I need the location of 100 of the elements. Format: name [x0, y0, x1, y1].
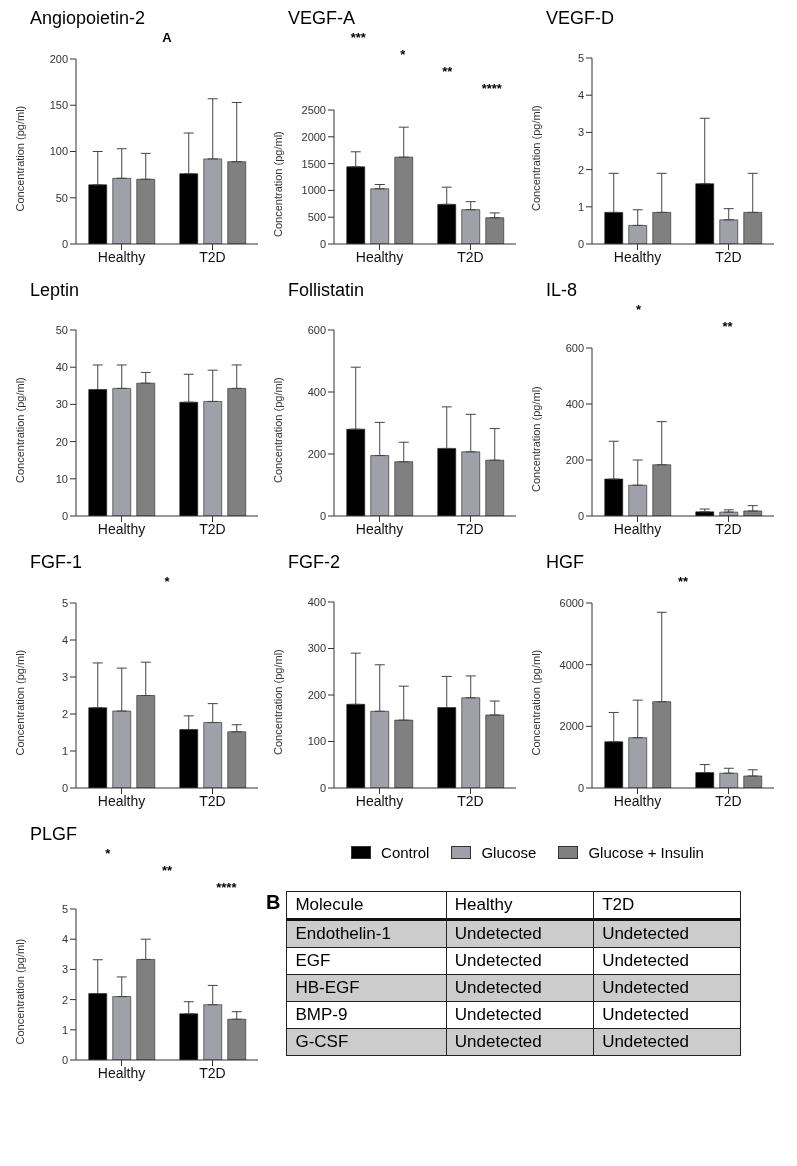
legend-label: Control [381, 844, 430, 861]
y-tick-label: 2000 [559, 720, 584, 733]
y-tick-label: 30 [55, 398, 68, 411]
x-tick-label: Healthy [355, 792, 404, 809]
text: * [635, 302, 642, 317]
y-tick-label: 0 [577, 781, 584, 794]
y-axis-title: Concentration (pg/ml) [13, 105, 26, 212]
y-tick-label: 200 [565, 453, 584, 466]
text: Molecule [286, 891, 447, 920]
text: *** [350, 30, 366, 45]
text: Undetected [602, 924, 690, 943]
x-tick-label: Healthy [355, 520, 404, 537]
chart-title: HGF [545, 552, 584, 573]
text: * [105, 846, 111, 861]
chart-title: FGF-2 [287, 552, 340, 573]
y-tick-label: 2 [61, 993, 68, 1006]
x-tick-label: T2D [199, 248, 226, 265]
text: ** [722, 319, 733, 334]
y-tick-label: 300 [307, 642, 326, 655]
y-tick-label: 400 [307, 595, 326, 608]
y-tick-label: 3 [61, 963, 68, 976]
x-tick-label: Healthy [613, 248, 662, 265]
y-axis-title: Concentration (pg/ml) [271, 649, 284, 755]
y-axis-title: Concentration (pg/ml) [13, 649, 26, 756]
x-tick-label: Healthy [97, 520, 146, 537]
category-label: T2D [593, 891, 741, 920]
chart-title: PLGF [29, 824, 78, 845]
y-axis-title: Concentration (pg/ml) [271, 377, 284, 483]
y-tick-label: 1500 [301, 157, 326, 170]
y-tick-label: 4 [577, 89, 584, 102]
y-tick-label: 2500 [301, 103, 326, 116]
y-tick-label: 1 [61, 1023, 68, 1036]
y-tick-label: 5 [61, 902, 68, 915]
y-tick-label: 1000 [301, 184, 326, 197]
text: ** [442, 64, 453, 79]
chart-title: Follistatin [287, 280, 365, 301]
y-axis-title: Concentration (pg/ml) [529, 386, 542, 492]
y-tick-label: 6000 [559, 596, 584, 609]
y-tick-label: 40 [55, 361, 68, 374]
category-label: HB-EGF [295, 978, 360, 997]
x-tick-label: Healthy [613, 792, 662, 809]
y-tick-label: 2000 [301, 130, 326, 143]
category-label: BMP-9 [295, 1005, 348, 1024]
category-label: EGF [295, 951, 331, 970]
y-tick-label: 600 [307, 323, 326, 336]
y-tick-label: 0 [61, 1053, 68, 1066]
y-tick-label: 1 [61, 744, 68, 757]
text: * [164, 574, 170, 589]
y-axis-title: Concentration (pg/ml) [529, 649, 542, 756]
x-tick-label: T2D [715, 792, 742, 809]
text: Undetected [454, 951, 542, 970]
chart-title: Angiopoietin-2 [29, 8, 146, 29]
y-tick-label: 0 [319, 509, 326, 522]
x-tick-label: T2D [457, 248, 484, 265]
y-axis-title: Concentration (pg/ml) [13, 938, 26, 1045]
y-tick-label: 4 [61, 633, 68, 646]
text: Undetected [454, 1032, 542, 1051]
text: **** [216, 880, 237, 895]
y-tick-label: 1 [577, 200, 584, 213]
y-axis-title: Concentration (pg/ml) [529, 105, 542, 211]
x-tick-label: T2D [199, 792, 226, 809]
y-tick-label: 0 [319, 237, 326, 250]
y-axis-title: Concentration (pg/ml) [13, 377, 26, 483]
y-tick-label: 4 [61, 933, 68, 946]
y-tick-label: 600 [565, 341, 584, 354]
text: Undetected [602, 1005, 690, 1024]
text: **** [481, 81, 502, 96]
y-tick-label: 500 [307, 211, 326, 224]
text: A [162, 30, 172, 45]
text: Undetected [454, 1005, 542, 1024]
y-tick-label: 0 [61, 509, 68, 522]
text: Undetected [454, 978, 542, 997]
y-tick-label: 2 [577, 163, 584, 176]
text: Undetected [602, 951, 690, 970]
chart-title: Leptin [29, 280, 80, 301]
chart-title: VEGF-A [287, 8, 356, 29]
y-tick-label: 3 [61, 670, 68, 683]
y-tick-label: 0 [61, 237, 68, 250]
y-tick-label: 400 [307, 385, 326, 398]
text: Undetected [602, 1032, 690, 1051]
y-tick-label: 5 [61, 596, 68, 609]
x-tick-label: Healthy [613, 520, 662, 537]
y-tick-label: 0 [319, 781, 326, 794]
y-tick-label: 50 [55, 323, 68, 336]
y-tick-label: 10 [55, 472, 68, 485]
y-tick-label: 2 [61, 707, 68, 720]
text: * [400, 47, 406, 62]
x-tick-label: T2D [715, 248, 742, 265]
text: B [266, 891, 281, 915]
category-label: Endothelin-1 [295, 924, 391, 943]
y-tick-label: 150 [49, 99, 68, 112]
text: ** [677, 574, 689, 589]
y-tick-label: 4000 [559, 658, 584, 671]
text: Undetected [454, 924, 542, 943]
y-tick-label: 200 [307, 447, 326, 460]
y-tick-label: 5 [577, 51, 584, 64]
x-tick-label: T2D [457, 520, 484, 537]
y-tick-label: 50 [55, 191, 68, 204]
y-tick-label: 3 [577, 126, 584, 139]
x-tick-label: Healthy [355, 248, 404, 265]
